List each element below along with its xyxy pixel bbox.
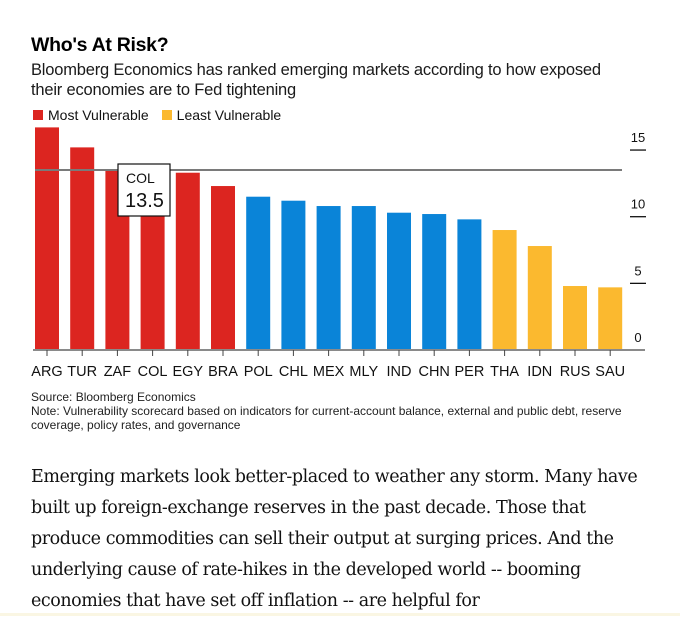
x-ticks: ARG TUR ZAF COL EGY BRA POL CHL MEX MLY IND CHN PER T… xyxy=(31,350,625,380)
legend-swatch-red xyxy=(33,110,43,120)
bar-tur[interactable] xyxy=(70,147,95,350)
y-tick-label: 0 xyxy=(634,330,641,345)
x-tick-label: THA xyxy=(490,364,519,380)
tooltip: COL 13.5 xyxy=(117,163,171,217)
tooltip-box xyxy=(117,163,171,217)
bar-ind[interactable] xyxy=(387,212,411,350)
tooltip-label: COL xyxy=(126,170,155,186)
bar-chart: ARG TUR ZAF COL EGY BRA POL CHL MEX MLY IND CHN PER T… xyxy=(31,127,646,380)
x-tick-label: TUR xyxy=(67,364,97,380)
bar-arg[interactable] xyxy=(35,127,59,350)
bottom-band xyxy=(0,613,680,616)
bar-tha[interactable] xyxy=(492,230,517,350)
bar-egy[interactable] xyxy=(175,172,200,350)
tooltip-value: 13.5 xyxy=(125,190,164,212)
x-tick-label: BRA xyxy=(208,364,238,380)
legend-item-least-vulnerable: Least Vulnerable xyxy=(161,107,282,123)
x-tick-label: IND xyxy=(387,364,412,380)
bar-chl[interactable] xyxy=(281,200,306,350)
x-tick-label: SAU xyxy=(595,364,625,380)
note-line: Note: Vulnerability scorecard based on i… xyxy=(31,404,622,432)
x-tick-label: CHN xyxy=(418,364,449,380)
bar-sau[interactable] xyxy=(598,287,623,350)
bar-mly[interactable] xyxy=(351,206,376,350)
x-tick-label: EGY xyxy=(172,364,203,380)
x-tick-label: PER xyxy=(454,364,484,380)
x-tick-label: IDN xyxy=(527,364,552,380)
legend-item-most-vulnerable: Most Vulnerable xyxy=(33,107,149,123)
bar-rus[interactable] xyxy=(563,286,587,350)
source-note: Source: Bloomberg Economics Note: Vulner… xyxy=(31,390,631,432)
legend: Most Vulnerable Least Vulnerable xyxy=(33,107,294,123)
x-tick-label: ARG xyxy=(31,364,62,380)
bar-chn[interactable] xyxy=(422,214,447,350)
x-tick-label: COL xyxy=(138,364,168,380)
bar-pol[interactable] xyxy=(246,196,271,350)
x-tick-label: RUS xyxy=(560,364,591,380)
bar-mex[interactable] xyxy=(316,206,341,350)
legend-label: Least Vulnerable xyxy=(176,107,282,123)
chart-title: Who's At Risk? xyxy=(31,34,169,56)
x-tick-label: POL xyxy=(244,364,273,380)
legend-label: Most Vulnerable xyxy=(48,107,149,123)
y-tick-label: 15 xyxy=(631,130,645,145)
y-tick-label: 5 xyxy=(634,263,641,278)
x-tick-label: MLY xyxy=(349,364,378,380)
chart-subtitle: Bloomberg Economics has ranked emerging … xyxy=(31,61,601,99)
bar-bra[interactable] xyxy=(211,186,235,350)
bar-per[interactable] xyxy=(457,219,482,350)
x-tick-label: ZAF xyxy=(104,364,132,380)
bars-layer xyxy=(35,127,623,350)
y-tick-label: 10 xyxy=(631,197,645,212)
bar-idn[interactable] xyxy=(527,246,552,350)
article-paragraph: Emerging markets look better-placed to w… xyxy=(31,467,638,611)
x-tick-label: MEX xyxy=(313,364,345,380)
legend-swatch-yellow xyxy=(161,110,172,120)
y-axis: 0 5 10 15 xyxy=(630,130,646,345)
x-tick-label: CHL xyxy=(279,364,308,380)
source-line: Source: Bloomberg Economics xyxy=(31,390,196,404)
